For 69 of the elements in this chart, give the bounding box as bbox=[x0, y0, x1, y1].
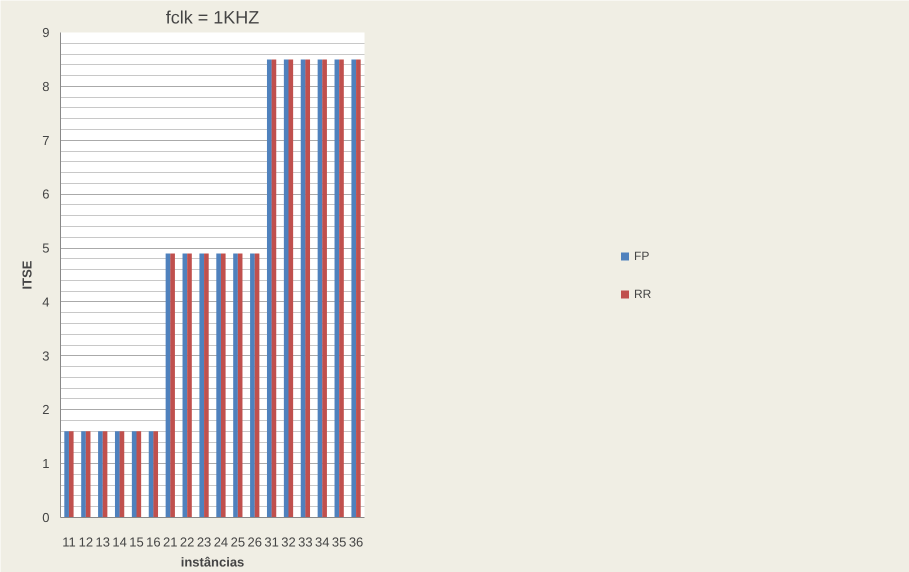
bar bbox=[322, 59, 327, 518]
x-tick-label: 35 bbox=[332, 534, 346, 550]
bar bbox=[153, 431, 158, 518]
bar bbox=[170, 253, 175, 518]
x-tick-label: 36 bbox=[348, 534, 364, 550]
bar bbox=[300, 59, 306, 518]
legend-label: RR bbox=[634, 286, 652, 300]
bar bbox=[250, 253, 255, 518]
y-tick-label: 0 bbox=[42, 510, 50, 525]
bar bbox=[351, 59, 356, 518]
y-tick-label: 7 bbox=[42, 132, 50, 148]
bar bbox=[288, 59, 294, 518]
bar bbox=[339, 59, 344, 518]
bar bbox=[136, 431, 142, 518]
bar bbox=[254, 253, 260, 518]
bar bbox=[233, 253, 238, 518]
x-tick-label: 26 bbox=[247, 534, 262, 550]
bar bbox=[356, 59, 361, 518]
x-tick-label: 22 bbox=[180, 534, 194, 550]
x-tick-label: 15 bbox=[129, 534, 144, 550]
bar bbox=[166, 253, 170, 518]
bar bbox=[68, 431, 74, 518]
bar bbox=[266, 59, 272, 518]
bar bbox=[204, 253, 209, 518]
bar bbox=[120, 431, 124, 518]
x-tick-label: 21 bbox=[163, 534, 178, 550]
bar bbox=[216, 253, 221, 518]
x-tick-label: 25 bbox=[230, 534, 246, 550]
bar bbox=[86, 431, 90, 518]
bar bbox=[148, 431, 154, 518]
x-tick-label: 33 bbox=[298, 534, 313, 550]
y-tick-label: 2 bbox=[42, 402, 50, 418]
x-tick-label: 31 bbox=[264, 534, 279, 550]
x-tick-label: 14 bbox=[112, 534, 127, 550]
bar bbox=[64, 431, 69, 518]
y-tick-label: 9 bbox=[42, 25, 50, 40]
bar bbox=[98, 431, 103, 518]
x-tick-label: 11 bbox=[62, 534, 76, 550]
bar bbox=[334, 59, 340, 518]
legend-label: FP bbox=[634, 248, 650, 262]
y-tick-label: 3 bbox=[42, 348, 50, 364]
y-axis-title: ITSE bbox=[19, 260, 34, 290]
bar bbox=[238, 253, 242, 518]
chart-title: fclk = 1KHZ bbox=[166, 8, 260, 28]
bar bbox=[81, 431, 86, 518]
bar bbox=[199, 253, 204, 518]
y-tick-label: 6 bbox=[42, 186, 50, 202]
bar bbox=[102, 431, 108, 518]
bar bbox=[284, 59, 288, 518]
x-tick-label: 13 bbox=[95, 534, 110, 550]
x-tick-label: 24 bbox=[214, 534, 228, 550]
x-axis-title: instâncias bbox=[180, 554, 244, 570]
bar bbox=[187, 253, 192, 518]
x-tick-label: 12 bbox=[78, 534, 94, 550]
bar bbox=[114, 431, 120, 518]
bar bbox=[272, 59, 276, 518]
bar bbox=[132, 431, 136, 518]
y-tick-label: 8 bbox=[42, 78, 50, 94]
x-tick-label: 23 bbox=[196, 534, 212, 550]
y-tick-label: 4 bbox=[42, 294, 50, 310]
bar bbox=[182, 253, 188, 518]
x-tick-label: 32 bbox=[281, 534, 296, 550]
bar bbox=[318, 59, 322, 518]
y-tick-label: 1 bbox=[42, 456, 50, 472]
bar bbox=[305, 59, 310, 518]
x-tick-label: 34 bbox=[315, 534, 330, 550]
bar bbox=[220, 253, 226, 518]
y-tick-label: 5 bbox=[42, 240, 50, 256]
x-tick-label: 16 bbox=[146, 534, 161, 550]
